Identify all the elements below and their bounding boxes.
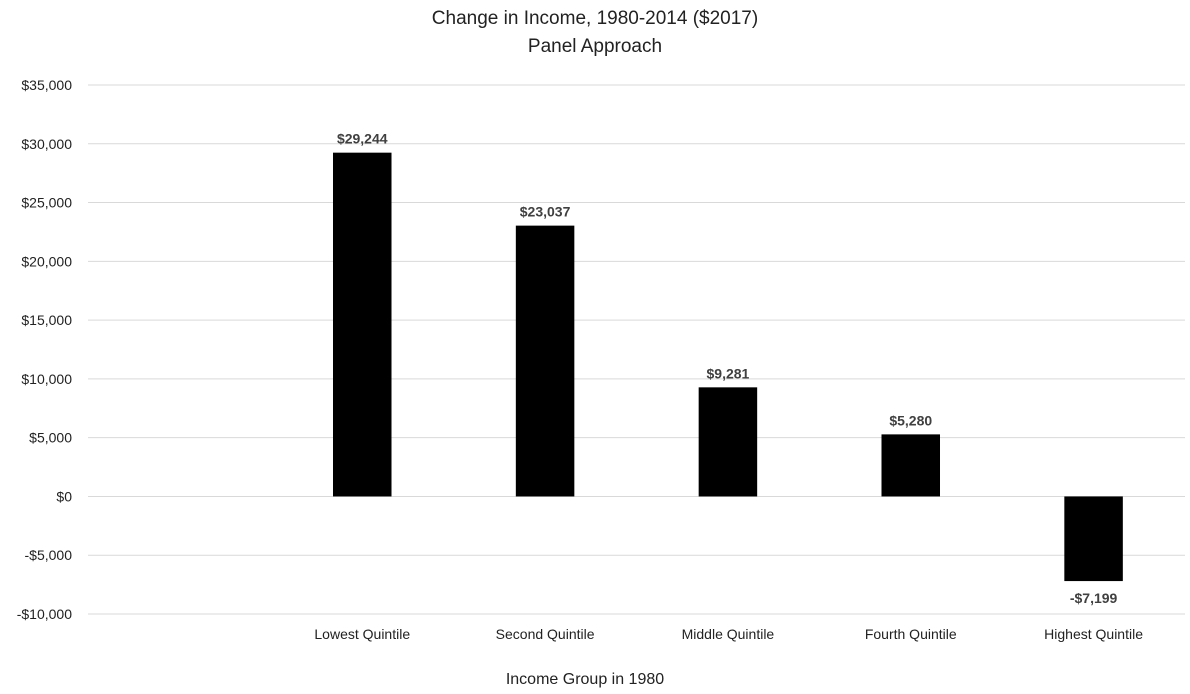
y-tick-label: $20,000 [21, 253, 72, 269]
gridlines [88, 84, 1185, 615]
x-tick-label: Fourth Quintile [865, 626, 957, 642]
bar [881, 434, 941, 497]
data-label: $9,281 [707, 365, 750, 381]
bars [332, 152, 1123, 582]
chart-title: Change in Income, 1980-2014 ($2017) [432, 8, 758, 29]
y-tick-label: $35,000 [21, 77, 72, 93]
bar [332, 152, 392, 497]
data-label: $23,037 [520, 204, 571, 220]
data-label: $5,280 [889, 412, 932, 428]
bar [515, 225, 575, 497]
x-axis-title: Income Group in 1980 [506, 671, 664, 688]
y-tick-label: $0 [56, 488, 72, 504]
chart-subtitle: Panel Approach [528, 36, 662, 57]
y-tick-label: $25,000 [21, 195, 72, 211]
x-tick-label: Middle Quintile [682, 626, 775, 642]
data-label: $29,244 [337, 131, 388, 147]
x-axis-category-labels: Lowest Quintile Second Quintile Middle Qui… [314, 626, 1143, 642]
x-tick-label: Highest Quintile [1044, 626, 1143, 642]
x-tick-label: Lowest Quintile [314, 626, 410, 642]
y-tick-label: $10,000 [21, 371, 72, 387]
data-label: -$7,199 [1070, 590, 1118, 606]
y-tick-label: $30,000 [21, 136, 72, 152]
y-axis-tick-labels: $35,000 $30,000 $25,000 $20,000 $15,000 $10,0… [17, 77, 72, 622]
bar [698, 387, 758, 497]
bar [1064, 496, 1123, 582]
x-tick-label: Second Quintile [496, 626, 595, 642]
y-tick-label: -$5,000 [25, 547, 73, 563]
y-tick-label: $15,000 [21, 312, 72, 328]
y-tick-label: -$10,000 [17, 606, 72, 622]
y-tick-label: $5,000 [29, 430, 72, 446]
data-labels: $29,244 $23,037 $9,281 $5,280 -$7,199 [337, 131, 1118, 606]
